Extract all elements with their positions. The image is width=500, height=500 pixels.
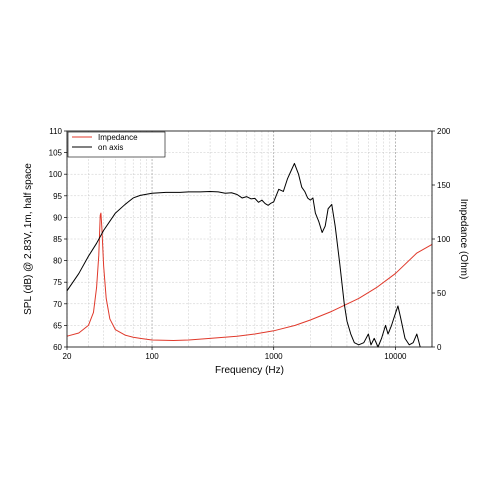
y-left-tick-label: 80 bbox=[53, 257, 62, 266]
y-left-tick-label: 70 bbox=[53, 300, 62, 309]
y-left-tick-label: 110 bbox=[49, 127, 62, 136]
y-right-tick-label: 200 bbox=[437, 127, 451, 136]
series-line-on-axis bbox=[66, 162, 421, 348]
y-left-tick-label: 105 bbox=[49, 149, 63, 158]
x-tick-label: 20 bbox=[63, 352, 72, 361]
y-left-tick-label: 85 bbox=[53, 235, 62, 244]
x-axis-title: Frequency (Hz) bbox=[215, 365, 284, 376]
legend: Impedance on axis bbox=[67, 131, 166, 158]
y-right-tick-label: 100 bbox=[437, 235, 451, 244]
tick-layer: 60 65 70 75 80 85 90 95 100 105 110 0 50 100 150 200 20 1… bbox=[49, 127, 451, 361]
y-left-tick-label: 90 bbox=[53, 213, 62, 222]
y-left-tick-label: 60 bbox=[53, 343, 62, 352]
y-left-tick-label: 100 bbox=[49, 170, 63, 179]
y-right-tick-label: 0 bbox=[437, 343, 442, 352]
x-tick-label: 10000 bbox=[384, 352, 407, 361]
y-left-tick-label: 95 bbox=[53, 192, 62, 201]
y-left-tick-label: 65 bbox=[53, 321, 62, 330]
y-axis-right-title: Impedance (Ohm) bbox=[458, 199, 469, 280]
grid-layer bbox=[66, 131, 433, 347]
legend-label-impedance: Impedance bbox=[98, 133, 138, 142]
y-right-tick-label: 150 bbox=[437, 181, 451, 190]
series-layer bbox=[66, 162, 433, 348]
y-left-tick-label: 75 bbox=[53, 278, 62, 287]
y-axis-left-title: SPL (dB) @ 2.83V, 1m, half space bbox=[23, 163, 34, 315]
legend-box bbox=[67, 131, 166, 158]
series-line-impedance bbox=[66, 212, 433, 342]
x-tick-label: 1000 bbox=[265, 352, 283, 361]
x-tick-label: 100 bbox=[145, 352, 159, 361]
y-right-tick-label: 50 bbox=[437, 289, 446, 298]
legend-label-on-axis: on axis bbox=[98, 143, 123, 152]
